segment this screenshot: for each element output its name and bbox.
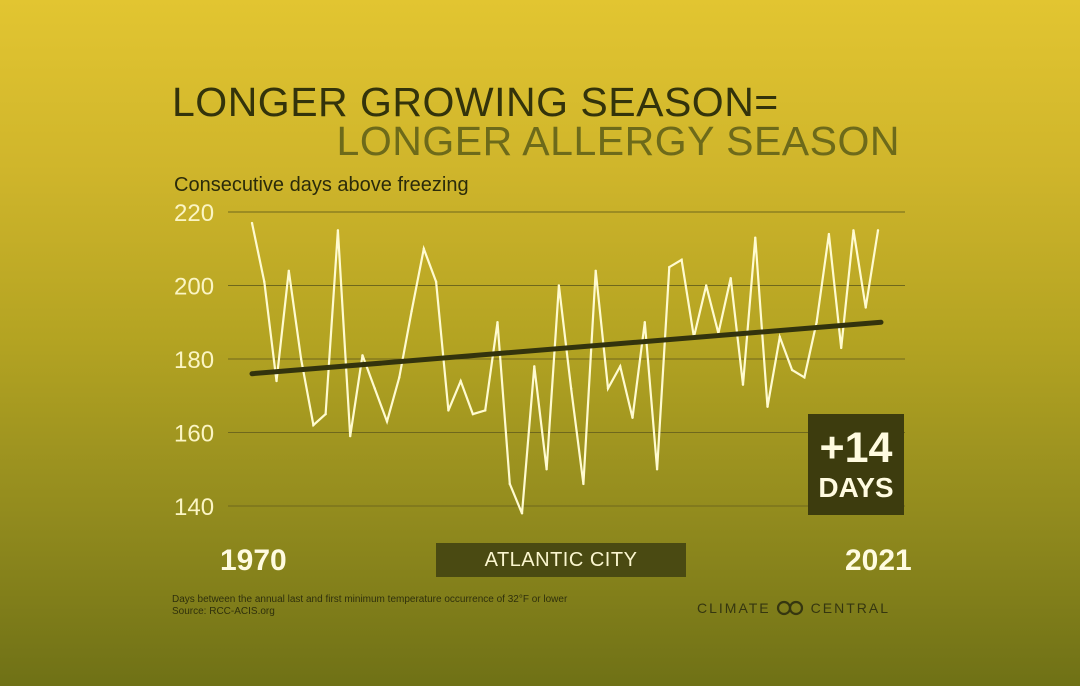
data-point: [373, 387, 376, 390]
y-tick-label: 160: [174, 421, 214, 448]
data-point: [754, 236, 757, 239]
data-point: [324, 412, 327, 416]
data-point: [569, 387, 573, 390]
data-point: [668, 265, 671, 269]
data-point: [766, 405, 769, 408]
data-point: [275, 379, 278, 383]
x-axis-start-label: 1970: [220, 544, 287, 577]
title-line-2: LONGER ALLERGY SEASON: [336, 118, 900, 164]
data-point: [508, 482, 511, 486]
data-point: [839, 346, 843, 350]
y-tick-label: 180: [174, 347, 214, 374]
data-point: [827, 232, 831, 236]
data-point: [263, 280, 266, 284]
data-point: [729, 276, 732, 280]
y-tick-label: 200: [174, 274, 214, 301]
data-point: [790, 368, 794, 372]
badge-value: +14: [819, 424, 893, 472]
data-point: [484, 409, 487, 412]
data-point: [496, 321, 499, 324]
data-point: [410, 310, 413, 313]
data-point: [643, 321, 646, 324]
data-point: [606, 387, 610, 390]
data-point: [704, 284, 708, 287]
data-point: [852, 229, 855, 232]
data-point: [582, 482, 585, 486]
linked-rings-icon: [776, 600, 803, 616]
y-tick-label: 220: [174, 200, 214, 227]
location-label: ATLANTIC CITY: [436, 543, 686, 577]
title-line-1: LONGER GROWING SEASON=: [172, 79, 779, 125]
data-point: [655, 468, 659, 471]
footnote: Days between the annual last and first m…: [172, 594, 567, 618]
data-point: [336, 229, 340, 232]
change-badge: +14 DAYS: [808, 414, 904, 515]
logo-text-left: CLIMATE: [697, 600, 771, 616]
data-point: [385, 420, 389, 423]
y-axis-label: Consecutive days above freezing: [174, 174, 469, 196]
data-point: [680, 258, 683, 261]
data-point: [741, 383, 745, 386]
footnote-description: Days between the annual last and first m…: [172, 594, 568, 605]
data-point: [398, 376, 401, 379]
data-point: [434, 280, 438, 284]
data-point: [545, 468, 548, 471]
data-point: [447, 409, 450, 412]
trend-line: [249, 319, 884, 377]
data-point: [864, 306, 867, 309]
data-point: [778, 335, 782, 339]
footnote-source: Source: RCC-ACIS.org: [172, 606, 275, 617]
data-point: [533, 365, 536, 368]
data-point: [361, 354, 364, 357]
badge-unit: DAYS: [818, 472, 894, 503]
data-point: [287, 269, 291, 272]
y-tick-label: 140: [174, 494, 214, 521]
data-point: [471, 412, 475, 416]
season-length-line: [250, 222, 880, 514]
data-point: [348, 434, 352, 438]
data-point: [557, 284, 561, 287]
data-point: [803, 376, 806, 379]
data-point: [312, 423, 315, 427]
series: [249, 221, 884, 515]
data-point: [619, 365, 622, 368]
data-point: [250, 221, 254, 225]
data-point: [299, 357, 303, 361]
data-point: [876, 229, 880, 232]
data-point: [422, 247, 426, 250]
data-point: [815, 321, 818, 324]
climate-central-logo: CLIMATE CENTRAL: [697, 598, 890, 618]
y-tick-labels: 140 160 180 200 220: [174, 200, 214, 521]
x-axis-end-label: 2021: [845, 544, 912, 577]
logo-text-right: CENTRAL: [810, 600, 890, 616]
data-point: [631, 416, 634, 419]
data-point: [520, 512, 524, 515]
data-point: [459, 379, 462, 383]
data-point: [594, 269, 597, 272]
